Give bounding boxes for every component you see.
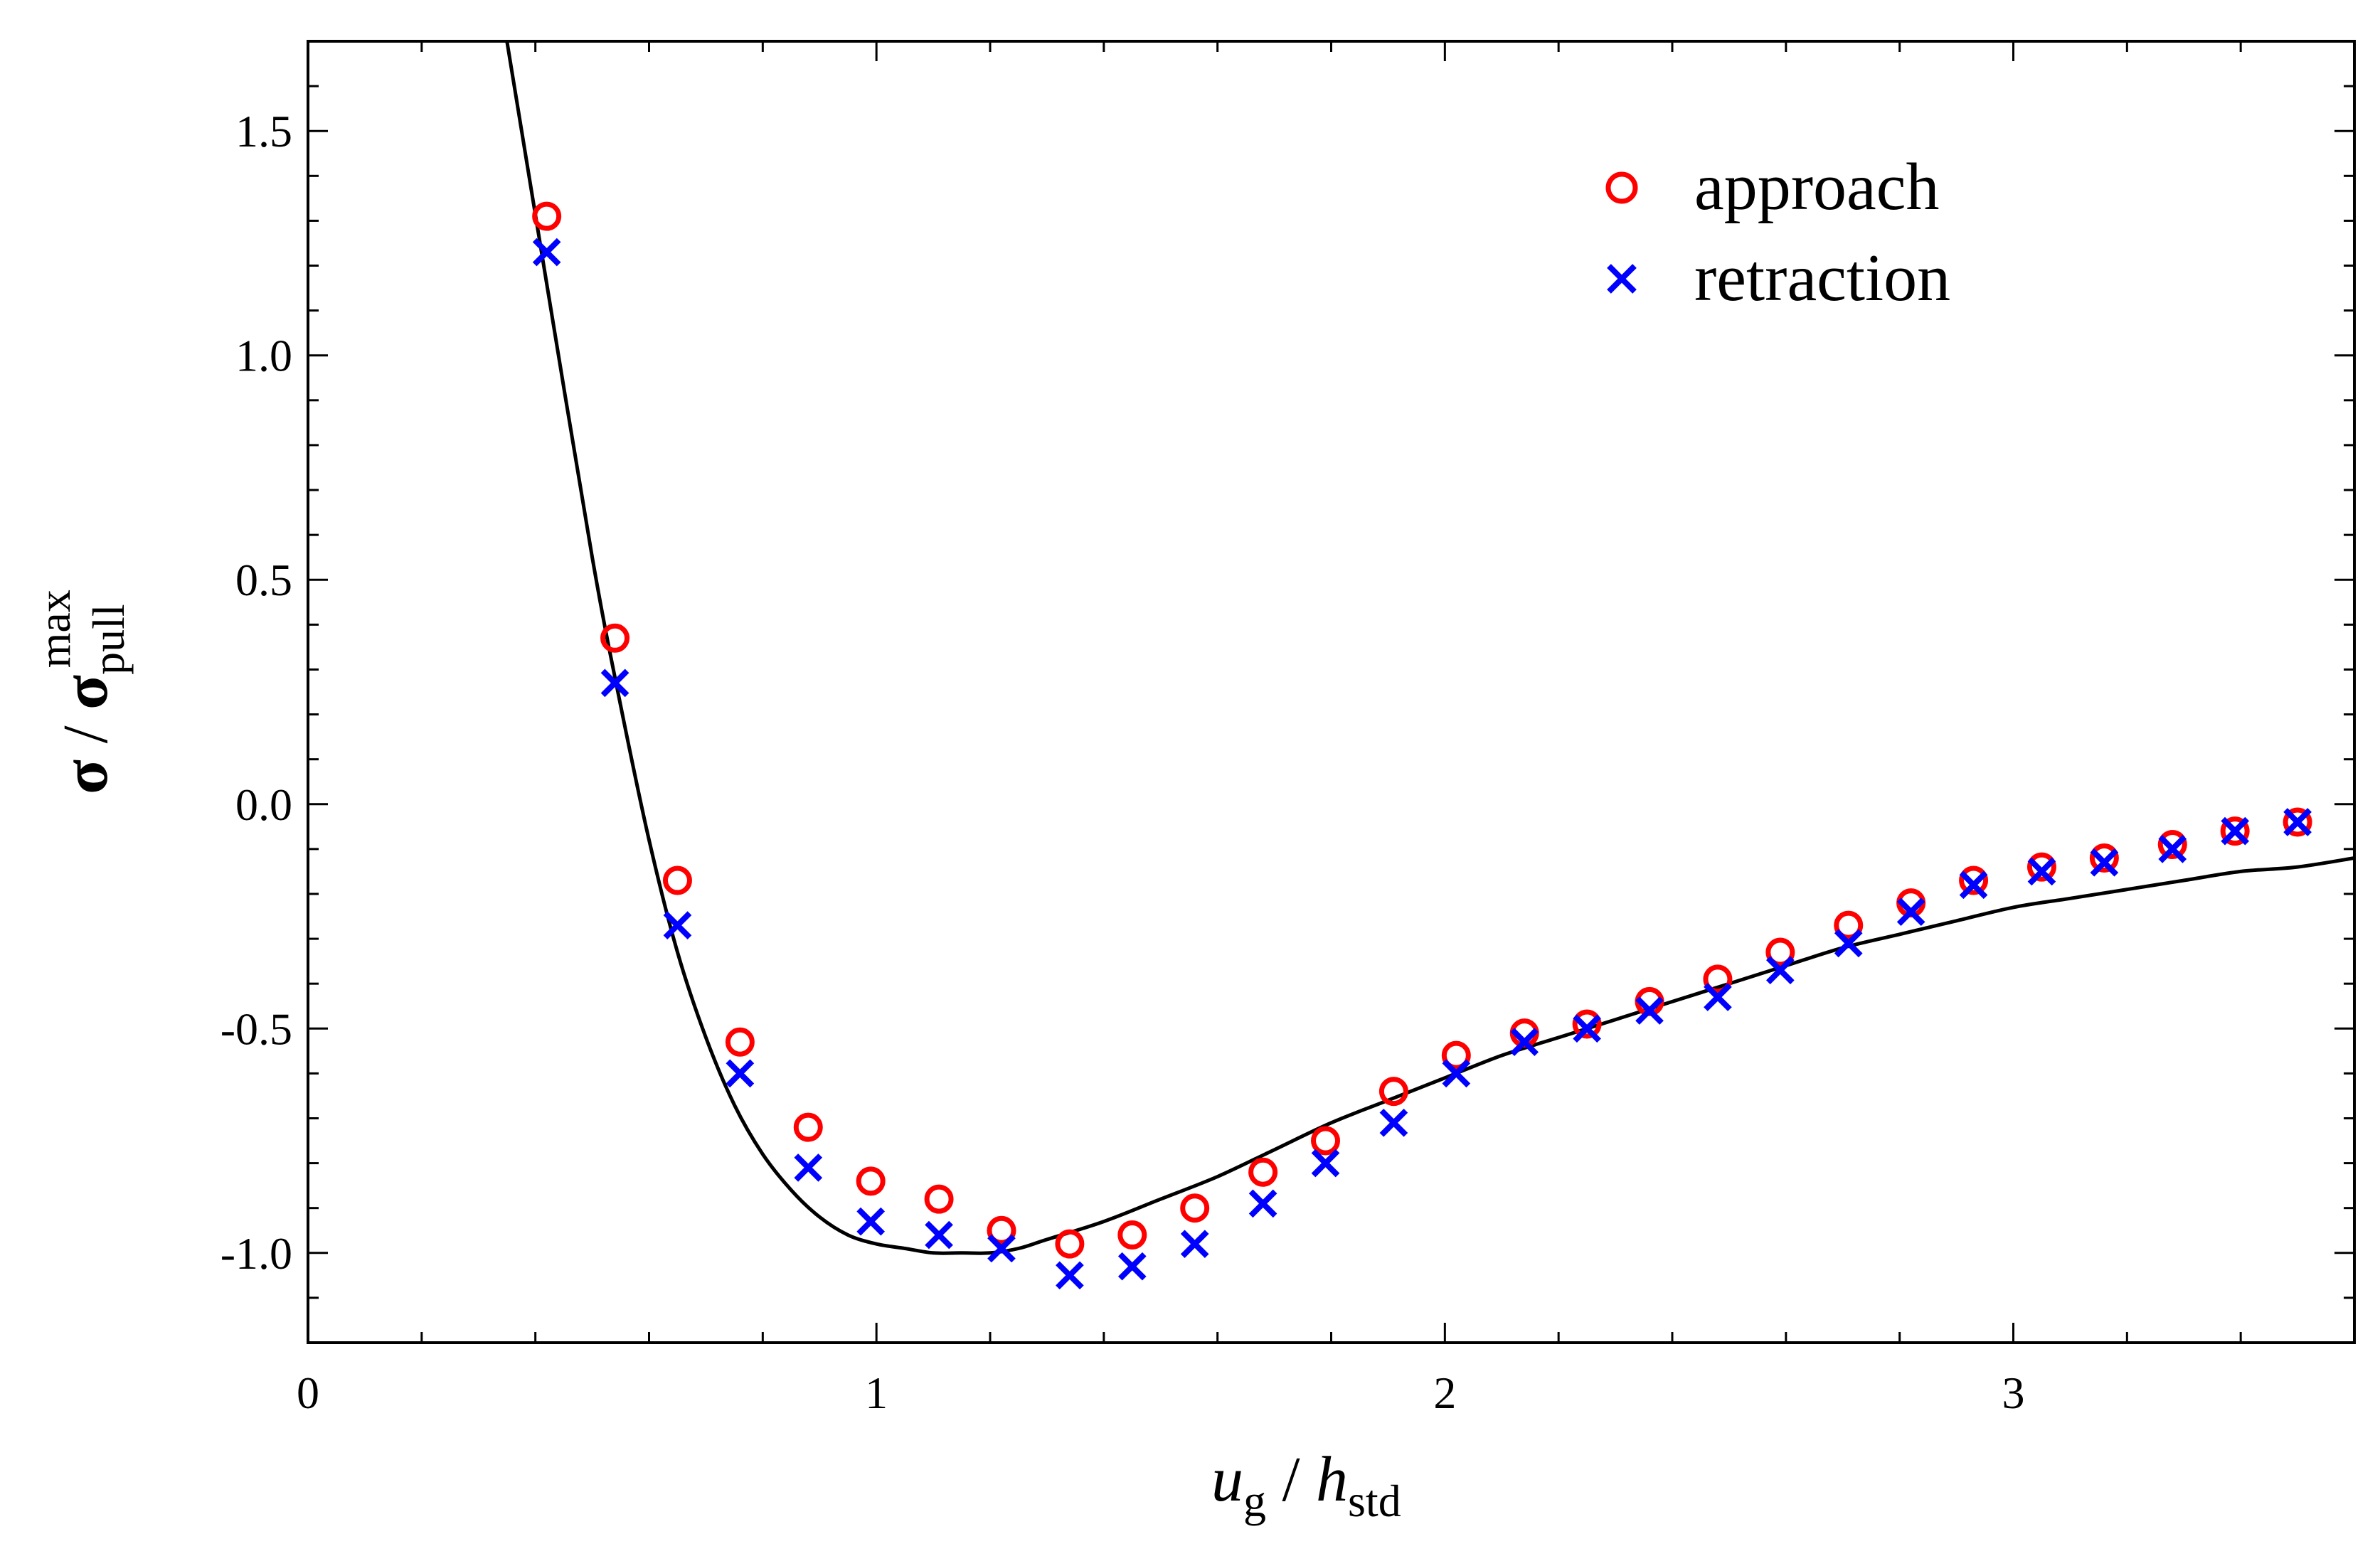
point-approach <box>1117 1220 1147 1250</box>
axis-ticks <box>307 40 2356 1344</box>
point-approach <box>600 623 630 653</box>
point-approach <box>856 1166 886 1196</box>
y-tick-label: 0.0 <box>235 779 292 830</box>
point-approach <box>532 201 562 231</box>
x-tick-label: 0 <box>297 1368 319 1418</box>
y-axis-label: σ / σpullmax <box>29 590 134 794</box>
point-approach <box>1311 1126 1341 1156</box>
point-retraction <box>1056 1261 1084 1290</box>
fit-curve-layer <box>505 41 2354 1255</box>
point-approach <box>1441 1040 1471 1070</box>
point-approach <box>725 1027 755 1057</box>
y-tick-label: -0.5 <box>221 1003 292 1054</box>
y-tick-label: 1.5 <box>235 106 292 156</box>
point-approach <box>793 1112 823 1142</box>
point-retraction <box>856 1207 886 1236</box>
point-approach <box>1834 910 1864 940</box>
point-retraction <box>1510 1028 1539 1057</box>
point-retraction <box>1959 870 1988 900</box>
point-retraction <box>1379 1108 1408 1137</box>
y-tick-label: -1.0 <box>221 1228 292 1279</box>
legend-marker-retraction <box>1607 264 1637 294</box>
point-retraction <box>532 238 561 267</box>
point-retraction <box>2221 816 2250 846</box>
point-approach <box>662 865 692 895</box>
point-retraction <box>1248 1189 1277 1218</box>
point-retraction <box>726 1059 755 1088</box>
point-approach <box>2026 852 2056 882</box>
point-retraction <box>987 1234 1016 1263</box>
x-tick-label: 2 <box>1433 1368 1456 1418</box>
point-retraction <box>794 1154 823 1182</box>
legend-label-approach: approach <box>1694 150 1939 224</box>
point-retraction <box>1704 983 1732 1011</box>
fit-curve <box>505 41 2354 1255</box>
point-retraction <box>1117 1252 1147 1281</box>
point-retraction <box>1834 929 1863 958</box>
y-tick-label: 0.5 <box>235 555 292 605</box>
point-approach <box>1248 1157 1278 1187</box>
point-approach <box>1378 1077 1408 1107</box>
point-approach <box>987 1215 1016 1245</box>
point-retraction <box>2090 848 2119 877</box>
point-retraction <box>600 668 629 698</box>
point-approach <box>1765 937 1795 967</box>
point-retraction <box>1635 996 1664 1025</box>
data-points-layer <box>532 201 2312 1290</box>
point-approach <box>2157 830 2187 860</box>
point-retraction <box>1896 897 1925 927</box>
point-approach <box>1959 865 1989 895</box>
point-approach <box>2220 816 2250 846</box>
point-retraction <box>663 911 692 939</box>
x-tick-label: 1 <box>865 1368 888 1418</box>
x-tick-label: 3 <box>2002 1368 2025 1418</box>
point-approach <box>1703 964 1733 994</box>
point-retraction <box>1180 1230 1209 1258</box>
legend: approach retraction <box>1605 150 1950 315</box>
y-tick-label: 1.0 <box>235 331 292 381</box>
point-retraction <box>2027 857 2056 886</box>
point-retraction <box>1573 1014 1601 1043</box>
point-approach <box>2089 843 2119 873</box>
legend-marker-approach <box>1605 171 1638 204</box>
point-retraction <box>2158 835 2187 863</box>
point-retraction <box>925 1220 953 1250</box>
point-approach <box>2283 807 2312 837</box>
point-approach <box>924 1184 954 1214</box>
point-retraction <box>1442 1059 1471 1088</box>
point-approach <box>1572 1009 1602 1039</box>
point-approach <box>1180 1193 1210 1223</box>
legend-label-retraction: retraction <box>1694 241 1950 315</box>
point-retraction <box>1766 956 1795 985</box>
plot-frame <box>307 40 2356 1344</box>
point-approach <box>1055 1229 1085 1259</box>
x-axis-label: ug / hstd <box>1211 1444 1401 1526</box>
point-retraction <box>2283 808 2312 836</box>
tick-labels: 0 1 2 3 -1.0 -0.5 0.0 0.5 1.0 1.5 <box>221 106 2025 1418</box>
point-retraction <box>1311 1149 1340 1178</box>
